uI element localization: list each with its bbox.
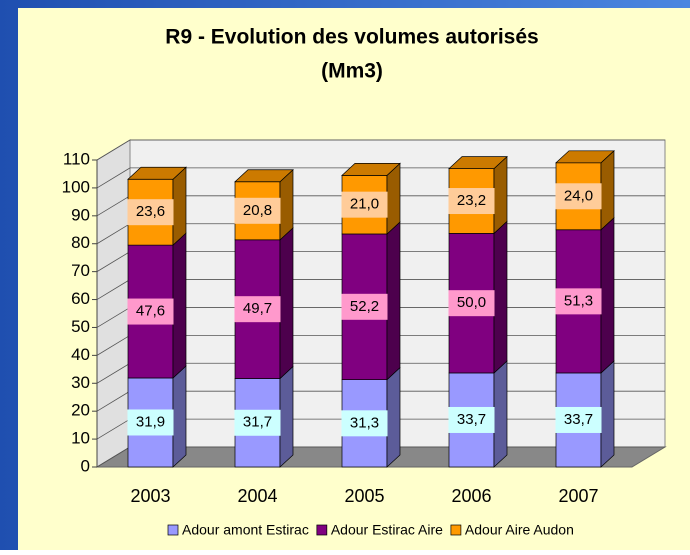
legend-label: Adour Aire Audon	[465, 522, 574, 538]
bar-top	[234, 169, 294, 183]
y-tick-label: 0	[81, 456, 90, 475]
value-label-box	[234, 197, 281, 224]
y-tick-label: 20	[71, 401, 90, 420]
value-label: 31,3	[350, 414, 379, 431]
y-tick-label: 40	[71, 345, 90, 364]
y-tick-label: 30	[71, 373, 90, 392]
value-label: 31,7	[243, 414, 272, 431]
value-label: 23,6	[136, 203, 165, 220]
y-tick-label: 110	[63, 149, 90, 168]
bar-top	[127, 166, 187, 180]
value-label-box	[448, 290, 495, 317]
value-label-box	[234, 409, 281, 436]
value-label: 21,0	[350, 196, 379, 213]
bar-top	[448, 156, 508, 170]
bar-side	[493, 360, 508, 468]
bar-side	[172, 166, 187, 246]
value-label-box	[341, 410, 388, 437]
value-label-box	[341, 293, 388, 320]
bar-side	[386, 366, 401, 468]
value-label-box	[341, 191, 388, 218]
value-label: 23,2	[457, 192, 486, 209]
y-tick-label: 50	[71, 317, 90, 336]
legend-swatch	[450, 524, 462, 536]
legend-label: Adour amont Estirac	[182, 522, 309, 538]
value-label: 50,0	[457, 294, 486, 311]
bar-side	[600, 216, 615, 374]
bar-side	[279, 227, 294, 380]
x-tick-label: 2006	[451, 486, 491, 506]
bar-side	[493, 155, 508, 235]
x-tick-label: 2005	[344, 486, 384, 506]
value-label-box	[127, 199, 174, 226]
y-tick-label: 10	[71, 429, 90, 448]
value-label: 33,7	[564, 411, 593, 428]
value-label-box	[448, 188, 495, 215]
value-label-box	[127, 409, 174, 436]
value-label-box	[555, 406, 602, 433]
y-tick-label: 60	[71, 289, 90, 308]
y-tick-label: 80	[71, 233, 90, 252]
legend-swatch	[167, 524, 179, 536]
y-tick-label: 70	[71, 261, 90, 280]
value-label-box	[448, 406, 495, 433]
x-tick-label: 2003	[130, 486, 170, 506]
side-wall	[96, 139, 131, 468]
value-label: 33,7	[457, 411, 486, 428]
bar-side	[493, 220, 508, 374]
value-label-box	[234, 296, 281, 323]
value-label: 51,3	[564, 292, 593, 309]
legend-swatch	[316, 524, 328, 536]
x-tick-label: 2007	[558, 486, 598, 506]
bar-side	[600, 360, 615, 468]
y-tick-label: 100	[62, 177, 90, 196]
chart-title: R9 - Evolution des volumes autorisés	[165, 26, 538, 49]
value-label: 31,9	[136, 413, 165, 430]
value-label-box	[555, 288, 602, 315]
value-label: 24,0	[564, 187, 593, 204]
bar-side	[172, 365, 187, 468]
bar-top	[555, 150, 615, 164]
bar-side	[172, 232, 187, 379]
value-label: 47,6	[136, 303, 165, 320]
chart-title: (Mm3)	[321, 60, 383, 83]
value-label: 20,8	[243, 202, 272, 219]
bar-side	[600, 149, 615, 231]
value-label-box	[127, 298, 174, 325]
x-tick-label: 2004	[237, 486, 277, 506]
bar-top	[341, 163, 401, 176]
bar-side	[279, 365, 294, 468]
bar-side	[386, 221, 401, 381]
y-tick-label: 90	[71, 205, 90, 224]
value-label: 49,7	[243, 300, 272, 317]
grid-line	[96, 139, 665, 161]
value-label: 52,2	[350, 298, 379, 315]
legend-label: Adour Estirac Aire	[331, 522, 443, 538]
value-label-box	[555, 183, 602, 210]
